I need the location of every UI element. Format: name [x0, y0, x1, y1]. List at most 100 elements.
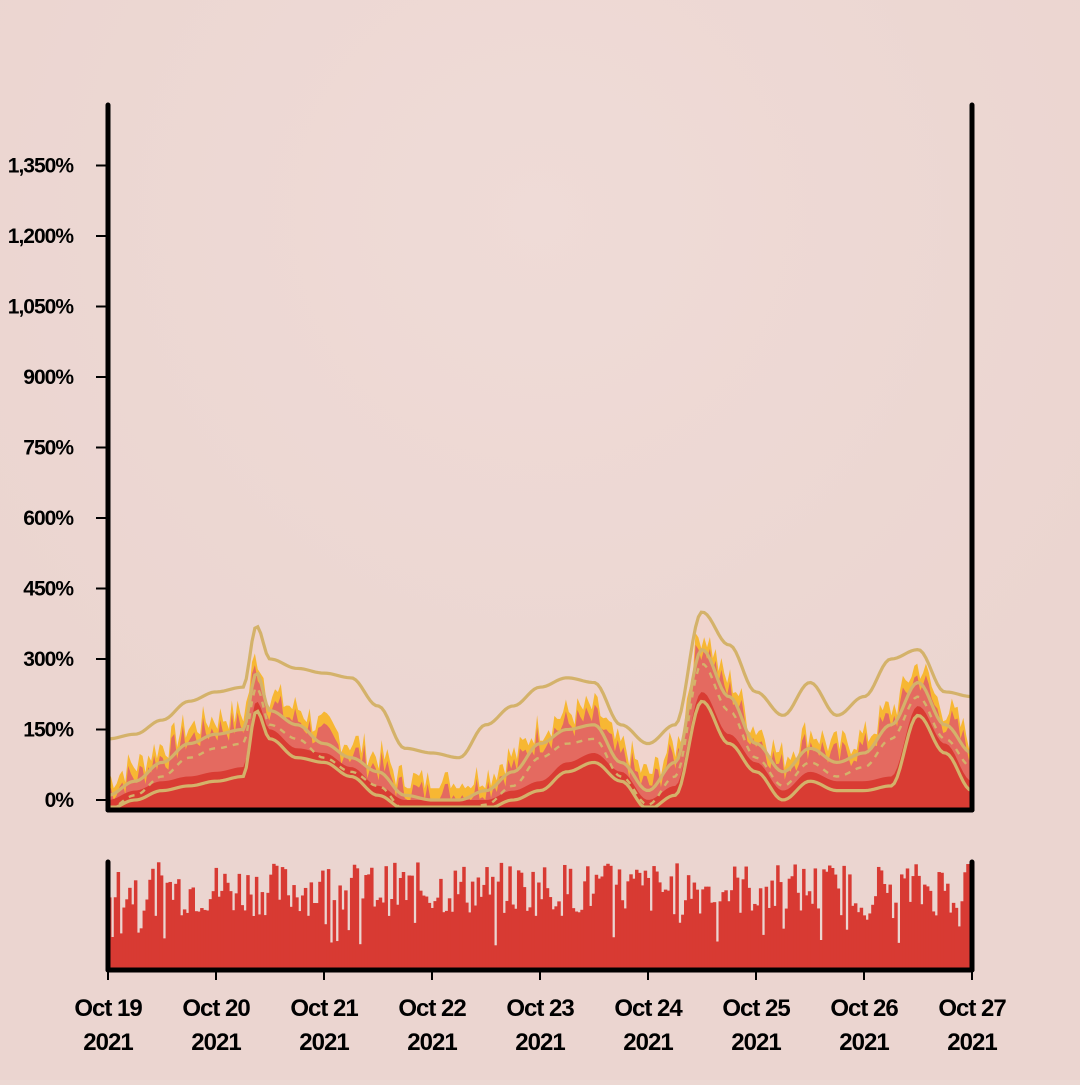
volume-bar: [712, 902, 717, 970]
volume-bar: [226, 882, 230, 970]
volume-bar: [194, 911, 198, 970]
volume-bar: [666, 890, 671, 970]
volume-bar: [203, 909, 207, 970]
volume-bar: [793, 864, 797, 970]
volume-bar: [416, 862, 420, 970]
volume-bar: [695, 889, 699, 970]
volume-bar: [154, 915, 158, 970]
volume-bar: [298, 911, 302, 970]
volume-bar: [963, 872, 967, 970]
volume-bar: [407, 875, 411, 970]
volume-bar: [637, 872, 642, 970]
volume-bar: [635, 869, 639, 970]
volume-bar: [830, 867, 835, 970]
volume-bar: [384, 866, 388, 970]
volume-bar: [787, 878, 792, 970]
volume-bar: [882, 883, 887, 970]
volume-bar: [465, 902, 469, 970]
volume-bar: [773, 905, 777, 970]
volume-bar: [871, 904, 875, 970]
y-tick-label: 0%: [45, 789, 75, 812]
volume-bar: [516, 870, 521, 970]
volume-bar: [588, 905, 593, 970]
volume-bar: [266, 892, 270, 970]
volume-bar: [404, 900, 409, 970]
volume-bar: [951, 902, 956, 970]
volume-bar: [347, 930, 351, 970]
volume-bar: [174, 883, 178, 970]
volume-bar: [537, 882, 541, 970]
volume-bar: [349, 877, 354, 970]
volume-bar: [626, 881, 630, 970]
volume-bar: [263, 915, 267, 970]
volume-bar: [410, 875, 414, 970]
volume-bar: [738, 912, 743, 970]
y-tick-label: 1,350%: [8, 155, 75, 178]
volume-bar: [240, 905, 244, 970]
volume-bar: [894, 902, 898, 970]
volume-bar: [764, 886, 769, 970]
volume-bar: [442, 912, 446, 970]
volume-bar: [122, 907, 126, 970]
volume-bar: [295, 897, 299, 970]
y-tick-label: 900%: [23, 366, 74, 389]
volume-bar: [822, 869, 826, 970]
volume-bar: [686, 875, 691, 970]
volume-bar: [669, 876, 674, 970]
volume-bar: [781, 928, 786, 970]
volume-bar: [338, 885, 342, 970]
volume-bar: [658, 882, 662, 970]
volume-bar: [419, 890, 423, 970]
volume-bar: [660, 891, 665, 970]
volume-bar: [220, 890, 224, 970]
volume-bar: [502, 912, 507, 970]
volume-bar: [620, 900, 625, 970]
volume-bar: [914, 864, 918, 970]
volume-bar: [545, 888, 550, 970]
volume-bar: [790, 876, 795, 970]
volume-bar: [257, 914, 262, 970]
volume-bar: [303, 887, 308, 970]
volume-bar: [372, 906, 377, 970]
volume-bar: [563, 864, 567, 970]
volume-bar: [799, 910, 803, 970]
volume-bar: [709, 902, 714, 970]
volume-bar: [364, 875, 368, 970]
volume-bar: [286, 895, 291, 970]
volume-bar: [948, 912, 953, 970]
volume-bar: [139, 928, 144, 970]
volume-bar: [744, 866, 748, 970]
volume-bar: [868, 913, 872, 970]
volume-bar: [643, 870, 648, 970]
volume-bar: [600, 876, 604, 970]
volume-bar: [761, 934, 766, 970]
volume-bar: [370, 867, 374, 970]
volume-bar: [704, 886, 708, 970]
volume-bar: [142, 910, 147, 970]
volume-bar: [603, 865, 607, 970]
volume-bar: [591, 893, 596, 970]
volume-bar: [214, 867, 219, 970]
volume-bar: [514, 908, 518, 970]
volume-bar: [223, 873, 227, 970]
volume-bar: [905, 868, 910, 970]
volume-bar: [482, 884, 486, 970]
volume-bar: [928, 890, 933, 970]
volume-bar: [309, 882, 314, 970]
volume-bar: [810, 903, 815, 970]
volume-bar: [848, 874, 852, 970]
volume-bar: [321, 870, 325, 970]
volume-bar: [925, 886, 930, 970]
volume-bar: [885, 892, 890, 970]
volume-bar: [617, 869, 622, 970]
volume-bar: [943, 890, 947, 970]
volume-bar: [689, 898, 694, 970]
lower-band-line: [108, 699, 973, 809]
volume-bar: [272, 863, 276, 970]
volume-bar: [528, 907, 532, 970]
volume-bar: [557, 901, 561, 970]
volume-bar: [275, 865, 279, 970]
volume-bar: [473, 905, 478, 970]
volume-bar: [568, 868, 573, 970]
